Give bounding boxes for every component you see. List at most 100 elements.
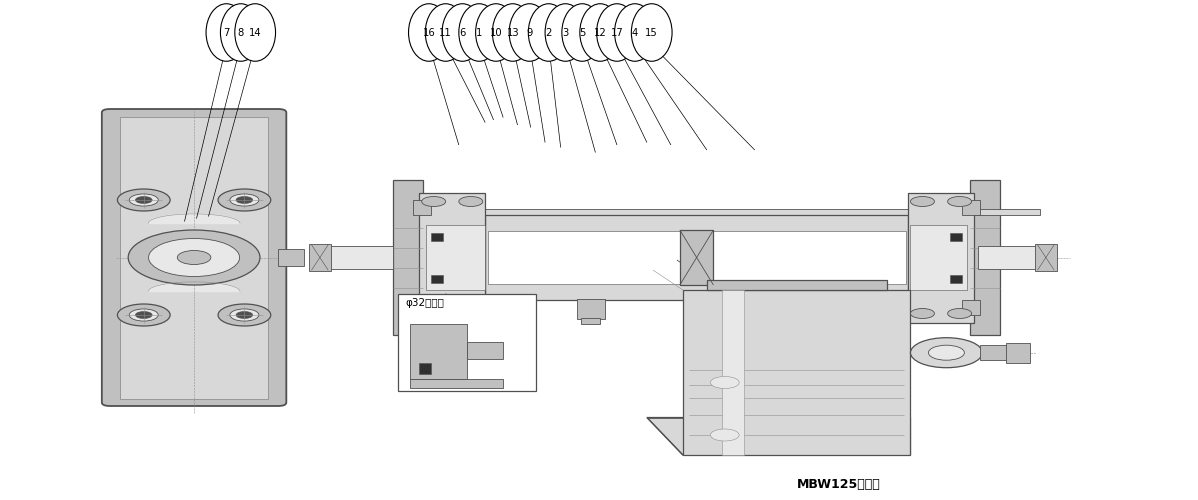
Circle shape [910,308,934,318]
Ellipse shape [509,4,550,61]
Text: 16: 16 [423,28,435,38]
Circle shape [218,304,271,326]
Circle shape [230,194,259,206]
Ellipse shape [459,4,500,61]
Ellipse shape [528,4,569,61]
Text: 4: 4 [631,28,639,38]
Circle shape [910,196,934,206]
Circle shape [459,308,483,318]
Bar [419,192,485,322]
Bar [413,200,431,215]
Bar [793,318,812,324]
Bar [581,318,600,324]
Bar [120,116,268,398]
Bar [485,215,908,300]
Circle shape [948,308,972,318]
Circle shape [236,196,253,203]
Circle shape [135,196,152,203]
Ellipse shape [425,4,466,61]
Bar [321,246,393,268]
Ellipse shape [235,4,276,61]
Bar [722,290,744,455]
Text: 17: 17 [611,28,623,38]
Bar [788,299,817,319]
Ellipse shape [220,4,261,61]
Bar [680,230,714,285]
Bar [434,349,467,360]
Circle shape [117,189,170,211]
Ellipse shape [580,4,621,61]
Bar [1035,244,1057,271]
Bar [467,342,503,359]
Text: 15: 15 [646,28,658,38]
Text: 6: 6 [459,28,466,38]
Bar [431,232,443,240]
Ellipse shape [597,4,637,61]
Ellipse shape [615,4,655,61]
Text: φ32の場合: φ32の場合 [405,298,443,308]
Circle shape [459,196,483,206]
Circle shape [129,194,158,206]
FancyBboxPatch shape [102,109,286,406]
Text: 13: 13 [507,28,519,38]
Text: 14: 14 [249,28,261,38]
Bar [410,378,503,388]
Text: 2: 2 [545,28,552,38]
Text: 8: 8 [237,28,244,38]
Bar [419,209,1040,215]
Bar [962,200,980,215]
Circle shape [117,304,170,326]
Bar [1006,342,1030,362]
Circle shape [422,308,446,318]
Bar [434,359,453,369]
Bar [488,232,906,283]
Text: MBW125の場合: MBW125の場合 [797,478,881,490]
Circle shape [177,250,211,264]
Text: 7: 7 [223,28,230,38]
Polygon shape [149,214,240,224]
Ellipse shape [442,4,483,61]
Circle shape [710,429,739,441]
Bar [950,232,962,240]
Circle shape [230,309,259,321]
Polygon shape [149,282,240,292]
Bar [970,180,1000,335]
Circle shape [948,196,972,206]
Polygon shape [647,418,910,455]
Bar [398,294,536,391]
Bar [980,345,1010,360]
Bar [908,192,974,322]
Ellipse shape [492,4,533,61]
Bar [683,290,910,455]
Bar [278,249,304,266]
Circle shape [422,196,446,206]
Bar [309,244,331,271]
Circle shape [149,238,240,277]
Bar [707,280,887,290]
Bar [419,362,431,374]
Ellipse shape [562,4,603,61]
Ellipse shape [631,4,672,61]
Text: 12: 12 [594,28,606,38]
Text: 3: 3 [562,28,569,38]
Circle shape [928,345,964,360]
Bar [576,299,605,319]
Bar [978,246,1042,268]
Ellipse shape [409,4,449,61]
Circle shape [710,376,739,388]
Text: 10: 10 [490,28,502,38]
Text: 11: 11 [440,28,452,38]
Bar [422,322,480,350]
Ellipse shape [206,4,247,61]
Bar [910,225,967,290]
Bar [962,300,980,315]
Text: 9: 9 [526,28,533,38]
Circle shape [910,338,982,368]
Circle shape [218,189,271,211]
Circle shape [135,312,152,318]
Bar [410,324,467,378]
Bar [431,274,443,282]
Circle shape [129,309,158,321]
Bar [950,274,962,282]
Bar [393,180,423,335]
